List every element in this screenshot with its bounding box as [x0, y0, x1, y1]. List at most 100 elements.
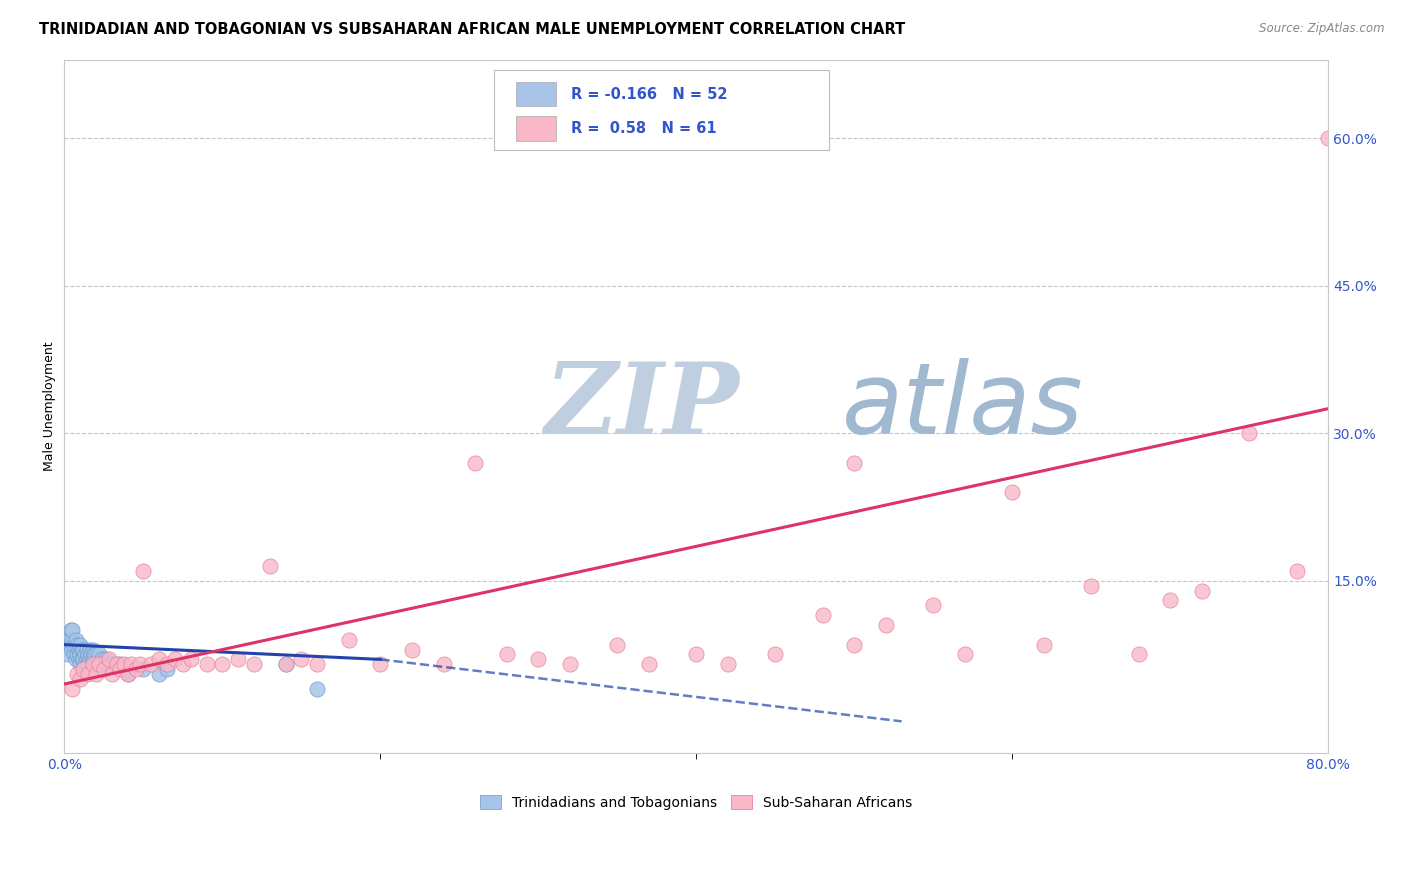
- Point: [70, 652, 93, 666]
- Point: [69, 672, 91, 686]
- Point: [59, 623, 82, 637]
- Point: [195, 657, 218, 672]
- Point: [259, 559, 281, 574]
- Point: [69, 648, 91, 662]
- Point: [97, 657, 120, 672]
- Point: [763, 648, 786, 662]
- Point: [86, 652, 108, 666]
- Point: [77, 657, 100, 672]
- Point: [117, 667, 139, 681]
- Point: [226, 652, 249, 666]
- Point: [56, 648, 79, 662]
- Legend: Trinidadians and Tobagonians, Sub-Saharan Africans: Trinidadians and Tobagonians, Sub-Sahara…: [475, 789, 918, 815]
- Point: [89, 648, 111, 662]
- Point: [63, 638, 86, 652]
- Point: [685, 648, 707, 662]
- Point: [73, 657, 96, 672]
- Point: [875, 618, 897, 632]
- Point: [104, 657, 127, 672]
- Point: [60, 681, 83, 696]
- Point: [1285, 564, 1308, 578]
- Y-axis label: Male Unemployment: Male Unemployment: [44, 342, 56, 471]
- Point: [844, 456, 866, 470]
- Point: [1001, 485, 1024, 500]
- Text: R =  0.58   N = 61: R = 0.58 N = 61: [571, 121, 717, 136]
- Point: [72, 662, 94, 676]
- Point: [953, 648, 976, 662]
- Text: Source: ZipAtlas.com: Source: ZipAtlas.com: [1260, 22, 1385, 36]
- Point: [79, 652, 101, 666]
- Point: [337, 632, 360, 647]
- Point: [180, 652, 202, 666]
- Point: [72, 642, 94, 657]
- Point: [76, 652, 98, 666]
- Point: [65, 632, 87, 647]
- Point: [243, 657, 266, 672]
- Point: [105, 657, 128, 672]
- Text: atlas: atlas: [842, 358, 1083, 455]
- Point: [638, 657, 661, 672]
- Point: [307, 657, 329, 672]
- Point: [141, 657, 163, 672]
- Point: [108, 662, 131, 676]
- Point: [211, 657, 233, 672]
- Point: [1080, 579, 1102, 593]
- Point: [401, 642, 423, 657]
- Point: [60, 623, 83, 637]
- Point: [108, 657, 131, 672]
- Point: [606, 638, 628, 652]
- Point: [72, 652, 94, 666]
- Point: [82, 642, 104, 657]
- Point: [129, 657, 152, 672]
- Point: [67, 652, 90, 666]
- Point: [717, 657, 740, 672]
- Point: [1237, 426, 1260, 441]
- Bar: [516, 82, 555, 106]
- Point: [76, 642, 98, 657]
- Point: [101, 657, 124, 672]
- Text: TRINIDADIAN AND TOBAGONIAN VS SUBSAHARAN AFRICAN MALE UNEMPLOYMENT CORRELATION C: TRINIDADIAN AND TOBAGONIAN VS SUBSAHARAN…: [39, 22, 905, 37]
- Point: [370, 657, 392, 672]
- Point: [79, 642, 101, 657]
- Point: [124, 662, 146, 676]
- Point: [66, 667, 89, 681]
- Point: [58, 632, 80, 647]
- Point: [66, 648, 89, 662]
- Point: [60, 642, 83, 657]
- Point: [77, 648, 100, 662]
- Point: [73, 648, 96, 662]
- FancyBboxPatch shape: [494, 70, 830, 150]
- Point: [69, 657, 91, 672]
- Point: [148, 652, 170, 666]
- Point: [1128, 648, 1150, 662]
- Point: [132, 662, 155, 676]
- Point: [94, 652, 117, 666]
- Point: [63, 648, 86, 662]
- Point: [84, 657, 107, 672]
- Point: [84, 667, 107, 681]
- Point: [156, 657, 179, 672]
- Point: [1032, 638, 1054, 652]
- Point: [70, 642, 93, 657]
- Point: [172, 657, 194, 672]
- Point: [77, 667, 100, 681]
- Point: [90, 657, 112, 672]
- Point: [148, 667, 170, 681]
- Point: [274, 657, 297, 672]
- Point: [163, 652, 186, 666]
- Point: [156, 662, 179, 676]
- Point: [527, 652, 550, 666]
- Bar: [516, 116, 555, 141]
- Point: [83, 648, 105, 662]
- Point: [844, 638, 866, 652]
- Point: [82, 652, 104, 666]
- Text: ZIP: ZIP: [544, 358, 740, 454]
- Point: [97, 652, 120, 666]
- Point: [1317, 131, 1340, 145]
- Point: [558, 657, 581, 672]
- Point: [495, 648, 517, 662]
- Point: [922, 599, 945, 613]
- Point: [89, 657, 111, 672]
- Point: [67, 642, 90, 657]
- Point: [91, 652, 114, 666]
